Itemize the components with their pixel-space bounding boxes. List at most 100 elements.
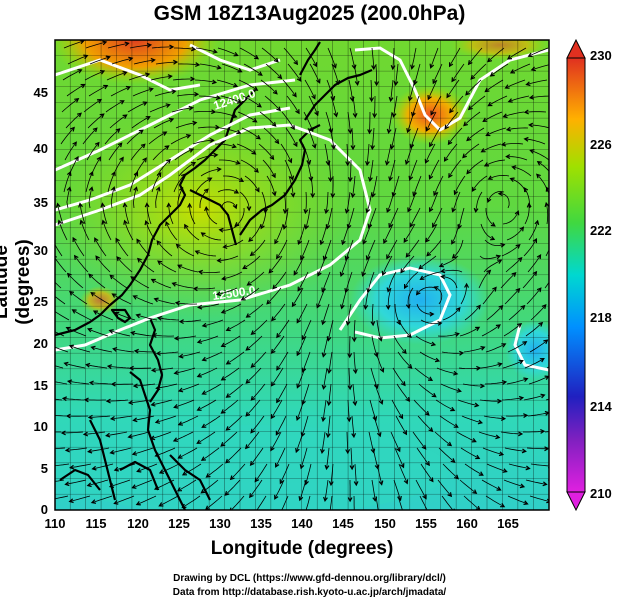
streamline [194, 287, 216, 290]
colorbar-tick-226: 226 [590, 137, 612, 152]
y-tick-25: 25 [33, 294, 48, 309]
streamline-arrowhead [108, 483, 115, 488]
streamline-arrowhead [396, 447, 401, 453]
streamline [165, 222, 178, 241]
streamline [529, 495, 549, 502]
streamline [404, 271, 419, 289]
streamline [442, 307, 461, 321]
streamline-arrowhead [252, 118, 258, 123]
streamline [199, 189, 209, 208]
streamline-arrowhead [345, 161, 351, 167]
streamline [508, 305, 525, 321]
streamline-arrowhead [46, 273, 50, 277]
streamline [226, 415, 243, 431]
streamline [526, 287, 542, 305]
streamline-arrowhead [270, 381, 276, 387]
streamline [258, 143, 274, 160]
streamline-arrowhead [71, 309, 77, 314]
streamline [353, 319, 356, 341]
streamline-arrowhead [370, 321, 376, 327]
streamline [553, 304, 567, 320]
streamline [305, 495, 311, 510]
streamline-arrowhead [124, 41, 130, 47]
y-tick-45: 45 [33, 85, 48, 100]
streamline [478, 270, 491, 289]
streamline [280, 463, 290, 484]
lat-lon-grid [55, 40, 549, 510]
streamline [239, 191, 250, 211]
streamline [155, 187, 160, 209]
streamline-arrowhead [536, 287, 542, 293]
streamline [223, 239, 244, 248]
streamline [462, 383, 484, 387]
streamline-arrowhead [201, 390, 207, 395]
streamline-arrowhead [405, 303, 411, 310]
streamline-arrowhead [386, 128, 392, 134]
streamline-arrowhead [103, 84, 109, 90]
streamline [433, 175, 444, 196]
streamline [283, 207, 289, 229]
streamline [154, 90, 176, 97]
streamline [481, 479, 501, 491]
streamline-arrowhead [502, 468, 508, 473]
streamline-arrowhead [477, 419, 483, 425]
streamline-arrowhead [209, 137, 215, 143]
streamline [237, 111, 257, 123]
streamline-arrowhead [185, 134, 192, 139]
streamline [155, 447, 176, 457]
streamline [200, 168, 221, 177]
streamline [195, 250, 217, 257]
streamline-arrowhead [400, 381, 406, 387]
streamline [505, 414, 528, 417]
streamline-arrowhead [110, 186, 116, 192]
streamline [297, 271, 309, 291]
streamline-arrowhead [66, 170, 72, 177]
streamline [133, 295, 154, 305]
streamline [72, 309, 92, 321]
streamline-arrowhead [125, 85, 132, 91]
y-tick-0: 0 [40, 502, 48, 517]
streamline [55, 447, 66, 450]
streamline-arrowhead [114, 311, 120, 317]
streamline [136, 495, 157, 505]
streamline-arrowhead [151, 333, 157, 338]
streamline [374, 96, 376, 118]
streamline-arrowhead [232, 204, 238, 210]
streamline-arrowhead [534, 219, 540, 226]
streamline [197, 335, 219, 343]
streamline [321, 431, 326, 453]
streamline [527, 254, 541, 273]
streamline [172, 78, 194, 81]
streamline-arrowhead [176, 487, 183, 492]
streamline [55, 281, 62, 289]
streamline-arrowhead [413, 80, 418, 86]
streamline [487, 191, 505, 202]
streamline-arrowhead [511, 165, 517, 170]
streamline-arrowhead [142, 157, 147, 163]
streamline-arrowhead [138, 129, 144, 135]
streamline [393, 95, 398, 117]
streamline-arrowhead [233, 51, 239, 57]
streamline-arrowhead [466, 169, 472, 175]
streamline [389, 159, 396, 181]
streamline-arrowhead [86, 482, 92, 488]
streamline-arrowhead [237, 68, 243, 73]
streamline [383, 223, 394, 244]
streamline [382, 255, 393, 275]
streamline [133, 59, 155, 65]
streamline [327, 319, 334, 341]
streamline-arrowhead [275, 430, 281, 436]
streamline-arrowhead [378, 399, 384, 405]
streamline [486, 305, 503, 321]
streamline-arrowhead [403, 479, 409, 485]
streamline-arrowhead [292, 92, 297, 98]
streamline-arrowhead [225, 393, 231, 398]
streamline-arrowhead [454, 332, 460, 337]
streamline [178, 264, 199, 273]
streamline [460, 447, 480, 459]
streamline-arrowhead [367, 223, 373, 229]
streamline-arrowhead [429, 142, 434, 148]
streamline [353, 351, 357, 373]
streamline [250, 447, 264, 466]
